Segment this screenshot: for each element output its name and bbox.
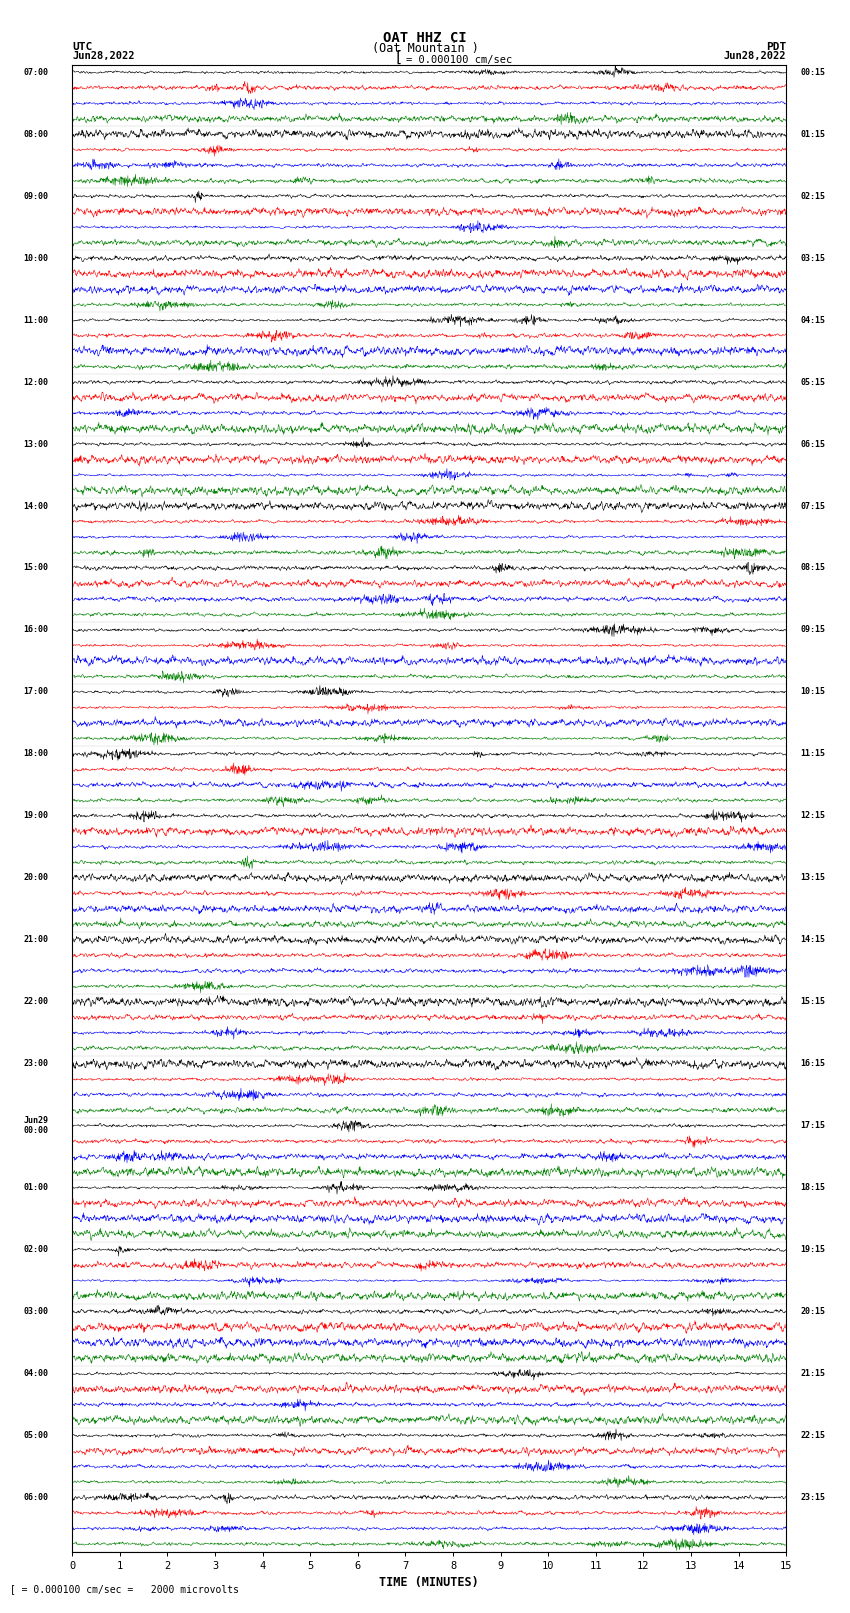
Text: 13:00: 13:00	[24, 440, 48, 448]
Text: [ = 0.000100 cm/sec =   2000 microvolts: [ = 0.000100 cm/sec = 2000 microvolts	[4, 1584, 239, 1594]
Text: 09:00: 09:00	[24, 192, 48, 200]
Text: PDT: PDT	[766, 42, 786, 52]
Text: 12:00: 12:00	[24, 377, 48, 387]
Text: 12:15: 12:15	[801, 811, 825, 821]
Text: 08:15: 08:15	[801, 563, 825, 573]
Text: 18:15: 18:15	[801, 1184, 825, 1192]
Text: 07:15: 07:15	[801, 502, 825, 511]
Text: 22:15: 22:15	[801, 1431, 825, 1440]
Text: 19:15: 19:15	[801, 1245, 825, 1255]
Text: 15:15: 15:15	[801, 997, 825, 1007]
Text: 05:15: 05:15	[801, 377, 825, 387]
Text: 10:15: 10:15	[801, 687, 825, 697]
Text: 14:00: 14:00	[24, 502, 48, 511]
Text: 08:00: 08:00	[24, 129, 48, 139]
Text: UTC: UTC	[72, 42, 93, 52]
Text: 01:15: 01:15	[801, 129, 825, 139]
Text: 20:00: 20:00	[24, 873, 48, 882]
Text: 09:15: 09:15	[801, 626, 825, 634]
Text: 16:00: 16:00	[24, 626, 48, 634]
Text: 18:00: 18:00	[24, 750, 48, 758]
Text: 23:00: 23:00	[24, 1060, 48, 1068]
Text: 21:00: 21:00	[24, 936, 48, 944]
Text: 03:15: 03:15	[801, 253, 825, 263]
Text: = 0.000100 cm/sec: = 0.000100 cm/sec	[406, 55, 513, 65]
Text: 02:15: 02:15	[801, 192, 825, 200]
Text: 00:15: 00:15	[801, 68, 825, 77]
Text: 10:00: 10:00	[24, 253, 48, 263]
Text: 04:00: 04:00	[24, 1369, 48, 1378]
Text: 15:00: 15:00	[24, 563, 48, 573]
Text: 04:15: 04:15	[801, 316, 825, 324]
Text: 23:15: 23:15	[801, 1494, 825, 1502]
Text: Jun28,2022: Jun28,2022	[723, 52, 786, 61]
Text: (Oat Mountain ): (Oat Mountain )	[371, 42, 479, 55]
Text: 06:00: 06:00	[24, 1494, 48, 1502]
Text: 01:00: 01:00	[24, 1184, 48, 1192]
Text: 13:15: 13:15	[801, 873, 825, 882]
Text: 11:00: 11:00	[24, 316, 48, 324]
Text: 02:00: 02:00	[24, 1245, 48, 1255]
Text: Jun28,2022: Jun28,2022	[72, 52, 135, 61]
Text: 05:00: 05:00	[24, 1431, 48, 1440]
Text: 11:15: 11:15	[801, 750, 825, 758]
X-axis label: TIME (MINUTES): TIME (MINUTES)	[379, 1576, 479, 1589]
Text: 14:15: 14:15	[801, 936, 825, 944]
Text: Jun29
00:00: Jun29 00:00	[24, 1116, 48, 1136]
Text: 07:00: 07:00	[24, 68, 48, 77]
Text: 03:00: 03:00	[24, 1307, 48, 1316]
Text: 22:00: 22:00	[24, 997, 48, 1007]
Text: 17:15: 17:15	[801, 1121, 825, 1131]
Text: 20:15: 20:15	[801, 1307, 825, 1316]
Text: 21:15: 21:15	[801, 1369, 825, 1378]
Text: OAT HHZ CI: OAT HHZ CI	[383, 31, 467, 45]
Text: 16:15: 16:15	[801, 1060, 825, 1068]
Text: 19:00: 19:00	[24, 811, 48, 821]
Text: 06:15: 06:15	[801, 440, 825, 448]
Text: 17:00: 17:00	[24, 687, 48, 697]
Text: [: [	[394, 50, 402, 65]
